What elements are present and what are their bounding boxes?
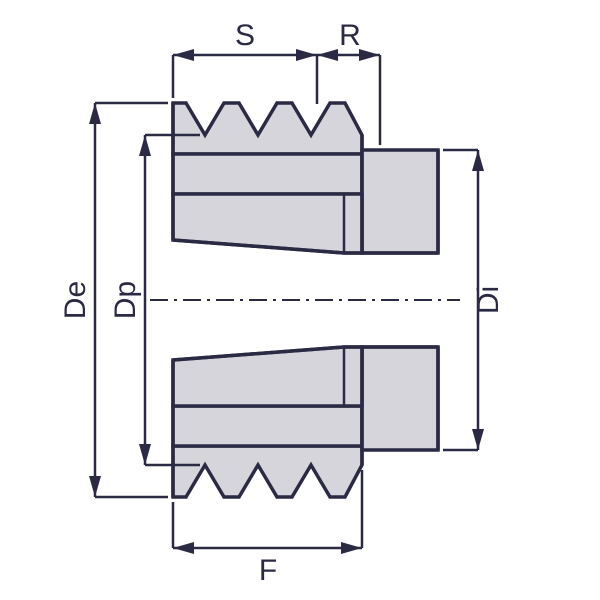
dim-S-label: S <box>235 19 255 52</box>
dim-R-label: R <box>339 19 361 52</box>
dim-Dp-label: Dp <box>109 281 142 319</box>
dim-De-label: De <box>59 281 92 319</box>
lower-hub <box>362 347 438 450</box>
pulley-section-diagram: De Dp Di S R F <box>0 0 600 600</box>
upper-web <box>173 154 362 194</box>
upper-rim <box>173 103 362 154</box>
dim-F-label: F <box>259 554 277 587</box>
dim-Di-label: Di <box>472 286 505 314</box>
lower-web <box>173 406 362 446</box>
lower-rim <box>173 446 362 497</box>
upper-bore-band <box>173 194 362 253</box>
lower-bore-band <box>173 347 362 406</box>
upper-hub <box>362 150 438 253</box>
